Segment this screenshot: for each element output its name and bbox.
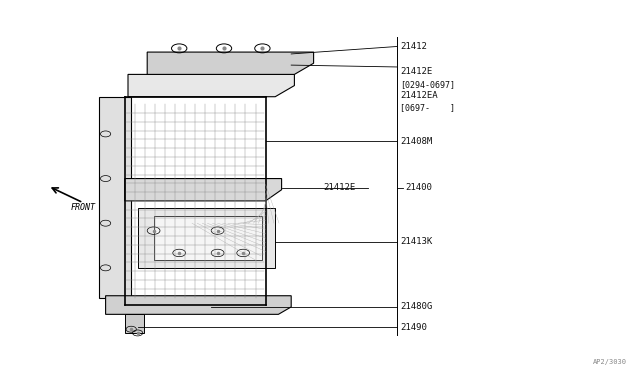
Text: 21412E: 21412E	[323, 183, 355, 192]
Polygon shape	[128, 74, 294, 97]
Text: [0697-    ]: [0697- ]	[400, 103, 455, 112]
Text: 21412EA: 21412EA	[400, 91, 438, 100]
Text: 21412: 21412	[400, 42, 427, 51]
Polygon shape	[125, 314, 144, 333]
Text: 21413K: 21413K	[400, 237, 432, 246]
Polygon shape	[147, 52, 314, 74]
Polygon shape	[125, 179, 282, 201]
Polygon shape	[106, 296, 291, 314]
Text: 21408M: 21408M	[400, 137, 432, 146]
Text: [0294-0697]: [0294-0697]	[400, 80, 455, 89]
Text: 21480G: 21480G	[400, 302, 432, 311]
Text: AP2/3030: AP2/3030	[593, 359, 627, 365]
Text: 21400: 21400	[405, 183, 432, 192]
Text: FRONT: FRONT	[70, 203, 96, 212]
Polygon shape	[99, 97, 131, 298]
Polygon shape	[138, 208, 275, 268]
Polygon shape	[154, 216, 262, 260]
Text: 21490: 21490	[400, 323, 427, 332]
Text: 21412E: 21412E	[400, 67, 432, 76]
